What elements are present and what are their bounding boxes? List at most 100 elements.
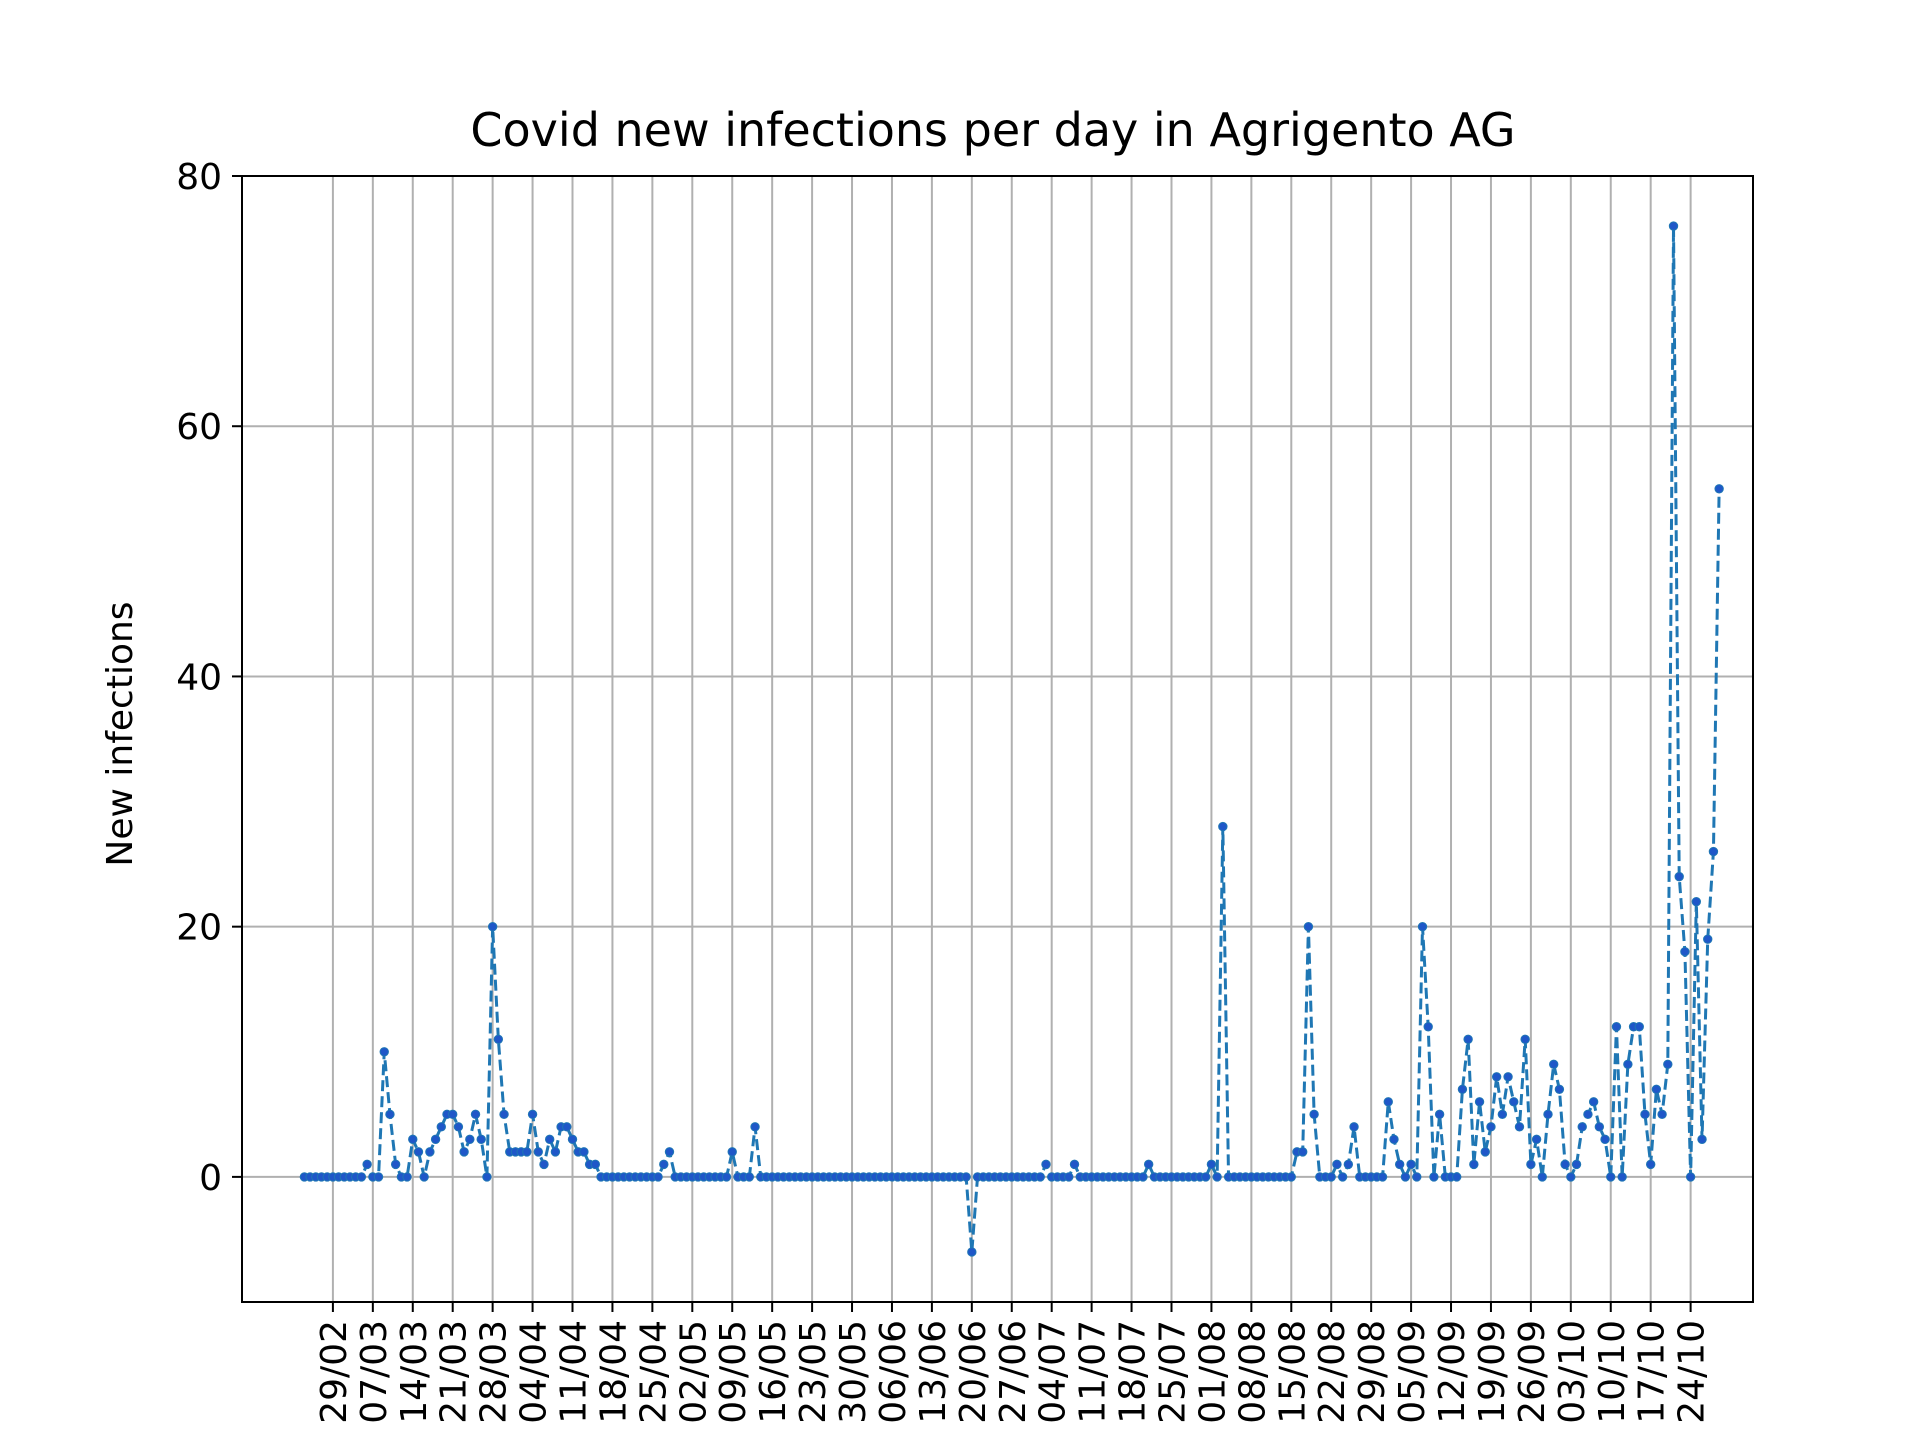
data-point (448, 1109, 458, 1120)
x-tick-label: 21/03 (434, 1320, 475, 1424)
data-point (390, 1159, 401, 1170)
x-tick-label: 16/05 (753, 1320, 794, 1424)
data-point (1434, 1109, 1445, 1120)
x-tick-label: 29/02 (314, 1320, 355, 1424)
x-tick-label: 11/07 (1073, 1320, 1114, 1424)
x-tick-label: 18/07 (1113, 1320, 1154, 1424)
data-point (1389, 1134, 1399, 1145)
x-tick-label: 03/10 (1552, 1320, 1593, 1424)
y-tick-label: 0 (199, 1158, 222, 1199)
data-point (1298, 1147, 1308, 1157)
y-axis: 0 20 40 60 80 (176, 157, 242, 1199)
x-tick-label: 29/08 (1352, 1320, 1393, 1424)
data-point (1069, 1159, 1080, 1170)
x-tick-label: 05/09 (1392, 1320, 1433, 1424)
data-point (487, 921, 498, 932)
data-point (1206, 1159, 1217, 1170)
x-tick-label: 11/04 (554, 1320, 595, 1424)
x-tick-label: 25/04 (633, 1320, 674, 1424)
data-point (1486, 1122, 1496, 1132)
x-tick-label: 09/05 (713, 1320, 754, 1424)
data-point (1685, 1172, 1696, 1182)
x-tick-label: 30/05 (833, 1320, 874, 1424)
data-point (1617, 1172, 1627, 1182)
data-point (356, 1172, 367, 1182)
data-point (1497, 1109, 1508, 1120)
data-point (385, 1109, 395, 1120)
data-point (550, 1147, 561, 1157)
data-point (1571, 1159, 1582, 1170)
chart-title: Covid new infections per day in Agrigent… (470, 103, 1515, 157)
data-point (1531, 1134, 1542, 1145)
data-point (527, 1109, 538, 1120)
data-point (1474, 1097, 1485, 1107)
data-point (1657, 1109, 1667, 1120)
data-point (1412, 1172, 1422, 1182)
grid-lines (242, 175, 1753, 1302)
x-tick-label: 08/08 (1232, 1320, 1273, 1424)
data-point (1560, 1159, 1570, 1170)
x-tick-label: 04/04 (514, 1320, 555, 1424)
data-point (1143, 1159, 1154, 1170)
data-point (562, 1122, 572, 1132)
x-tick-label: 10/10 (1592, 1320, 1633, 1424)
y-tick-label: 40 (176, 657, 222, 698)
data-point (567, 1134, 578, 1145)
data-point (1377, 1172, 1388, 1182)
data-point (579, 1147, 589, 1157)
data-point (1703, 934, 1713, 944)
data-point (1691, 896, 1702, 907)
data-point (1463, 1034, 1473, 1044)
x-tick-label: 25/07 (1152, 1320, 1193, 1424)
data-point (1623, 1059, 1633, 1069)
x-tick-label: 12/09 (1432, 1320, 1473, 1424)
data-point (1663, 1059, 1673, 1069)
data-point (1668, 221, 1679, 231)
x-tick-label: 26/09 (1512, 1320, 1553, 1424)
data-point (436, 1122, 446, 1132)
data-point (1417, 921, 1428, 932)
data-point (402, 1172, 412, 1182)
data-point (1588, 1097, 1599, 1107)
data-point (1480, 1147, 1490, 1157)
x-tick-label: 07/03 (354, 1320, 395, 1424)
x-tick-label: 19/09 (1472, 1320, 1513, 1424)
x-tick-label: 15/08 (1272, 1320, 1313, 1424)
data-point (1543, 1109, 1553, 1120)
data-point (1697, 1134, 1707, 1145)
data-point (1594, 1122, 1605, 1132)
data-point (1138, 1172, 1148, 1182)
data-point (1212, 1172, 1222, 1182)
y-tick-label: 20 (176, 908, 222, 949)
x-tick-label: 18/04 (593, 1320, 634, 1424)
data-point (721, 1172, 732, 1182)
data-point (1343, 1159, 1354, 1170)
y-axis-label: New infections (100, 601, 141, 866)
data-point (1406, 1159, 1416, 1170)
x-tick-label: 14/03 (394, 1320, 435, 1424)
data-point (664, 1147, 675, 1157)
data-point (1035, 1172, 1045, 1182)
data-point (1509, 1097, 1519, 1107)
x-tick-label: 22/08 (1312, 1320, 1353, 1424)
data-point (1566, 1172, 1576, 1182)
y-tick-label: 80 (176, 157, 222, 198)
x-tick-label: 27/06 (993, 1320, 1034, 1424)
data-point (533, 1147, 543, 1157)
data-point (499, 1109, 509, 1120)
data-point (379, 1047, 389, 1057)
data-point (1526, 1159, 1536, 1170)
x-tick-label: 13/06 (913, 1320, 954, 1424)
data-point (1600, 1134, 1610, 1145)
data-point (659, 1159, 669, 1170)
data-point (522, 1147, 532, 1157)
data-point (419, 1172, 429, 1182)
data-point (590, 1159, 601, 1170)
data-point (744, 1172, 755, 1182)
data-point (750, 1122, 760, 1132)
data-point (1400, 1172, 1411, 1182)
data-point (482, 1172, 492, 1182)
data-point (539, 1159, 549, 1170)
x-tick-label: 20/06 (953, 1320, 994, 1424)
